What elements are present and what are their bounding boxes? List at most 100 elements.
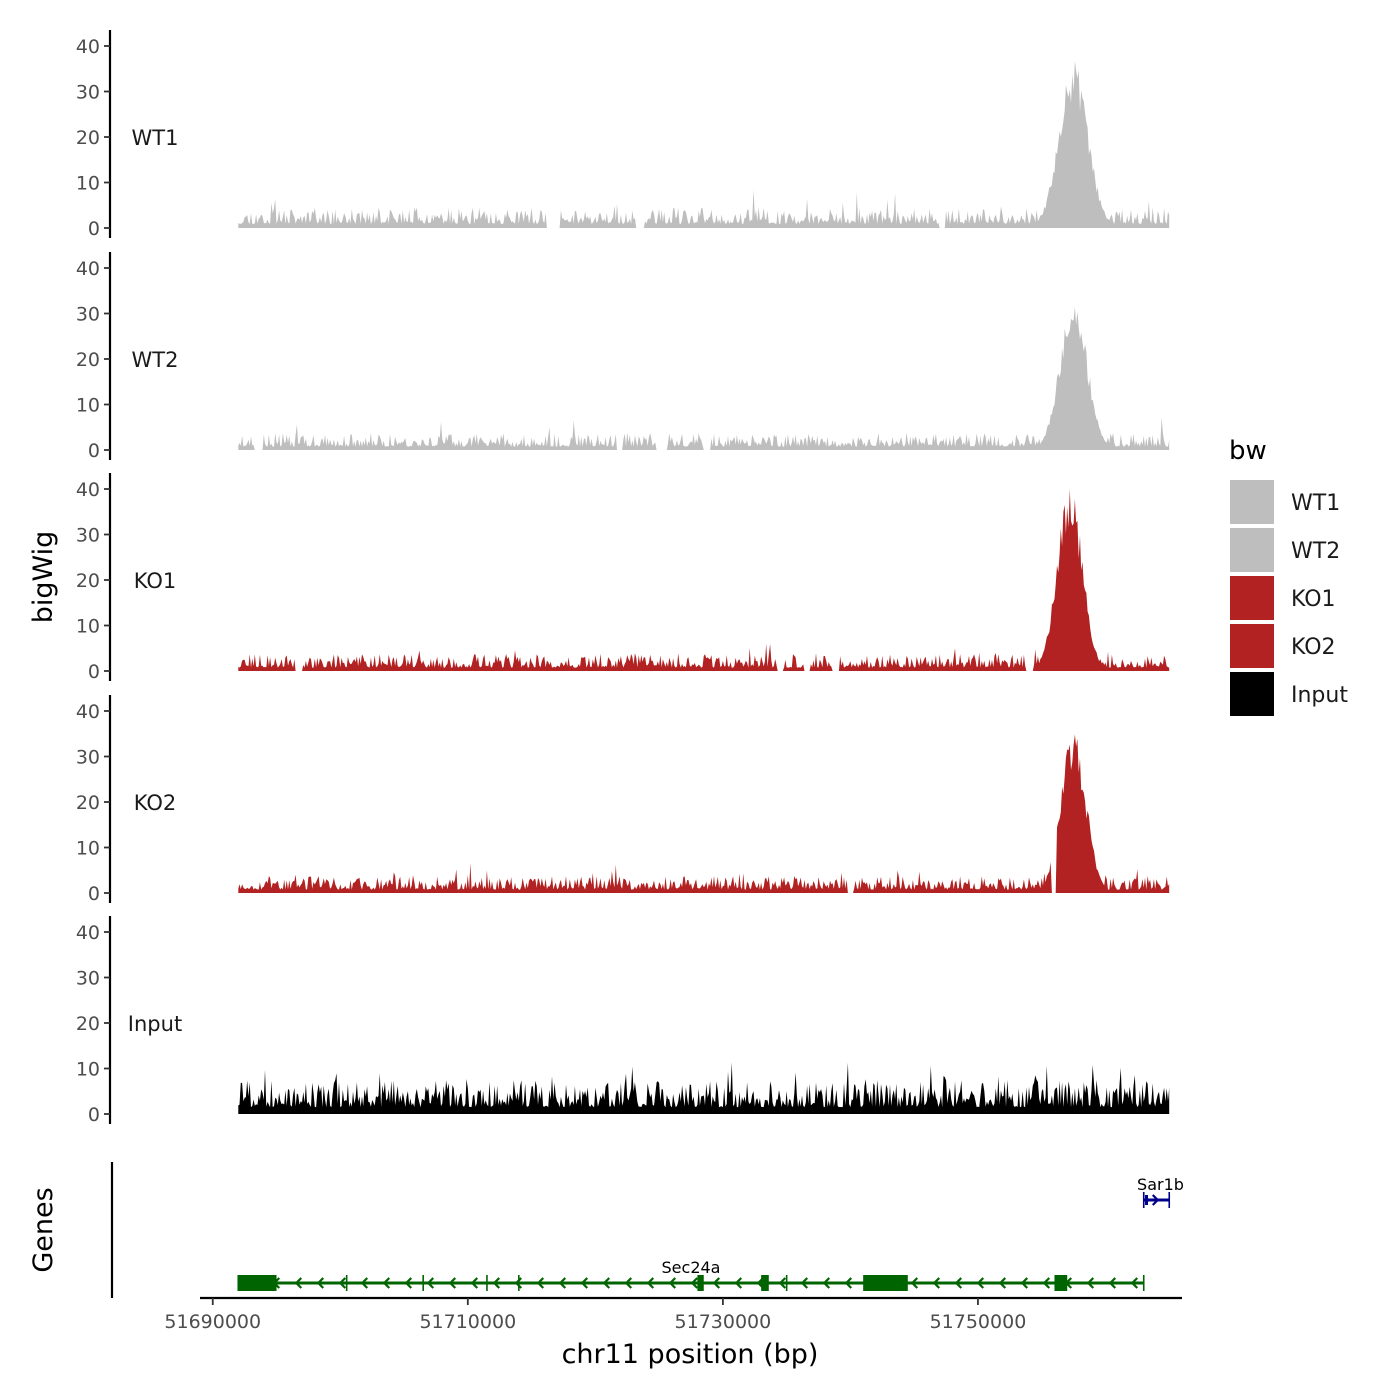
exon: [238, 1275, 277, 1291]
gene-label-sar1b: Sar1b: [1137, 1175, 1184, 1194]
strand-chevron: [998, 1277, 1007, 1289]
exon: [1145, 1195, 1149, 1205]
strand-chevron: [602, 1277, 611, 1289]
strand-chevron: [822, 1277, 831, 1289]
strand-chevron: [316, 1277, 325, 1289]
y-tick-label: 10: [76, 395, 100, 417]
strand-chevron: [668, 1277, 677, 1289]
y-tick-label: 30: [76, 968, 100, 990]
strand-chevron: [470, 1277, 479, 1289]
strand-chevron: [360, 1277, 369, 1289]
y-tick-label: 0: [88, 883, 100, 905]
track-ko1: 0 10 20 30 40 KO1: [76, 473, 1170, 683]
strand-chevron: [712, 1277, 721, 1289]
gene-label-sec24a: Sec24a: [662, 1258, 721, 1277]
strand-chevron: [580, 1277, 589, 1289]
y-tick-label: 0: [88, 218, 100, 240]
legend-title: bw: [1229, 436, 1267, 466]
strand-chevron: [294, 1277, 303, 1289]
legend-swatch-wt1: [1230, 480, 1274, 524]
strand-chevron: [910, 1277, 919, 1289]
y-tick-label: 30: [76, 525, 100, 547]
strand-chevron: [426, 1277, 435, 1289]
strand-chevron: [1151, 1194, 1160, 1206]
y-tick-label: 30: [76, 304, 100, 326]
strand-chevron: [734, 1277, 743, 1289]
y-tick-label: 10: [76, 173, 100, 195]
coverage-area-wt1: [238, 60, 1170, 229]
y-tick-label: 0: [88, 440, 100, 462]
y-tick-label: 40: [76, 922, 100, 944]
legend-label-ko2: KO2: [1291, 635, 1336, 660]
y-tick-label: 0: [88, 1104, 100, 1126]
y-tick-label: 0: [88, 661, 100, 683]
strand-chevron: [1130, 1277, 1139, 1289]
gene-sar1b: Sar1b: [1137, 1175, 1184, 1208]
legend-swatch-wt2: [1230, 528, 1274, 572]
strand-chevron: [1042, 1277, 1051, 1289]
strand-chevron: [690, 1277, 699, 1289]
legend-label-input: Input: [1291, 683, 1348, 708]
y-tick-label: 20: [76, 127, 100, 149]
x-axis-ticks: 51690000 51710000 51730000 51750000: [164, 1298, 1026, 1333]
legend-swatch-ko1: [1230, 576, 1274, 620]
track-wt2: 0 10 20 30 40 WT2: [76, 252, 1170, 462]
x-axis-title: chr11 position (bp): [562, 1339, 819, 1370]
strand-chevron: [382, 1277, 391, 1289]
y-tick-label: 10: [76, 1059, 100, 1081]
strand-chevron: [624, 1277, 633, 1289]
strand-chevron: [800, 1277, 809, 1289]
strand-chevron: [492, 1277, 501, 1289]
y-axis-title: bigWig: [28, 531, 59, 624]
y-tick-label: 10: [76, 838, 100, 860]
strand-chevron: [1020, 1277, 1029, 1289]
track-label-wt2: WT2: [132, 348, 179, 372]
legend-swatch-input: [1230, 672, 1274, 716]
strand-chevron: [954, 1277, 963, 1289]
y-tick-label: 20: [76, 1013, 100, 1035]
legend: bw WT1 WT2 KO1 KO2 Input: [1229, 436, 1348, 716]
strand-chevron: [338, 1277, 347, 1289]
legend-label-wt1: WT1: [1291, 491, 1340, 516]
strand-chevron: [404, 1277, 413, 1289]
strand-chevron: [536, 1277, 545, 1289]
gene-track: Sec24a Sar1b: [237, 1175, 1184, 1291]
y-tick-label: 40: [76, 479, 100, 501]
track-label-wt1: WT1: [132, 126, 179, 150]
strand-chevron: [646, 1277, 655, 1289]
track-input: 0 10 20 30 40 Input: [76, 916, 1170, 1126]
x-tick-label: 51690000: [164, 1311, 261, 1333]
strand-chevron: [778, 1277, 787, 1289]
y-tick-label: 10: [76, 616, 100, 638]
y-tick-label: 40: [76, 36, 100, 58]
exon: [697, 1275, 704, 1291]
coverage-area-ko2: [238, 734, 1170, 893]
x-tick-label: 51710000: [419, 1311, 516, 1333]
strand-chevron: [976, 1277, 985, 1289]
exon: [1054, 1275, 1068, 1291]
genes-axis-title: Genes: [28, 1187, 59, 1272]
strand-chevron: [1108, 1277, 1117, 1289]
y-tick-label: 20: [76, 570, 100, 592]
coverage-area-wt2: [238, 306, 1170, 450]
track-label-ko1: KO1: [134, 569, 177, 593]
y-tick-label: 40: [76, 258, 100, 280]
y-tick-label: 30: [76, 747, 100, 769]
track-ko2: 0 10 20 30 40 KO2: [76, 695, 1170, 905]
track-label-ko2: KO2: [134, 791, 177, 815]
y-tick-label: 20: [76, 349, 100, 371]
gene-sec24a: Sec24a: [237, 1258, 1145, 1291]
strand-chevron: [1086, 1277, 1095, 1289]
x-tick-label: 51750000: [930, 1311, 1027, 1333]
tracks-group: 0 10 20 30 40 WT1 0 10 20 30 40 WT2 0 10 20 30 40 KO1 0 10 2…: [76, 30, 1170, 1126]
legend-swatch-ko2: [1230, 624, 1274, 668]
strand-chevron: [558, 1277, 567, 1289]
coverage-area-ko1: [238, 489, 1170, 671]
strand-chevron: [448, 1277, 457, 1289]
legend-label-ko1: KO1: [1291, 587, 1336, 612]
exon: [863, 1275, 908, 1291]
strand-chevron: [932, 1277, 941, 1289]
legend-label-wt2: WT2: [1291, 539, 1340, 564]
x-tick-label: 51730000: [675, 1311, 772, 1333]
